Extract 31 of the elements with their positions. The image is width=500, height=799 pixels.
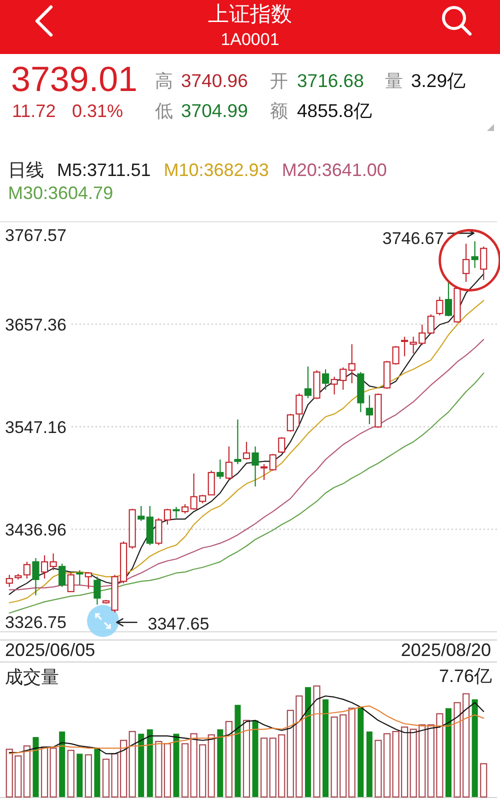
annotation: 3704.99 [181, 100, 248, 121]
annotation: 7.76亿 [438, 666, 492, 686]
legend-item: M5:3711.51 [57, 160, 151, 180]
y-tick-label: 3767.57 [5, 226, 66, 245]
y-tick-label: 3547.16 [5, 418, 66, 437]
annotation: 11.72 [12, 101, 56, 121]
annotation: 3716.68 [297, 70, 364, 91]
annotation: 3347.65 [148, 614, 210, 634]
legend-item: M10:3682.93 [164, 160, 269, 180]
y-tick-label: 3657.36 [5, 315, 66, 334]
annotation: 2025/06/05 [5, 640, 96, 660]
annotation: 高 [155, 71, 173, 91]
annotation: 低 [155, 101, 173, 121]
subtitle: 1A0001 [220, 30, 280, 49]
annotation: 开 [270, 71, 288, 91]
title: 上证指数 [208, 3, 292, 26]
annotation: 量 [385, 71, 403, 91]
legend-item: M30:3604.79 [8, 183, 114, 203]
annotation: 2025/08/20 [400, 640, 491, 660]
annotation: 3746.67 [382, 229, 444, 248]
legend-title: 日线 [8, 160, 44, 180]
title: 成交量 [5, 667, 59, 687]
annotation: 3739.01 [11, 60, 138, 99]
annotation: 3.29亿 [411, 70, 466, 91]
y-tick-label: 3326.75 [5, 612, 66, 632]
annotation: 3740.96 [181, 70, 248, 91]
annotation: 4855.8亿 [297, 100, 373, 121]
legend-item: M20:3641.00 [282, 160, 387, 180]
annotation: 0.31% [72, 101, 124, 121]
annotation: 额 [270, 101, 288, 121]
y-tick-label: 3436.96 [5, 520, 66, 540]
